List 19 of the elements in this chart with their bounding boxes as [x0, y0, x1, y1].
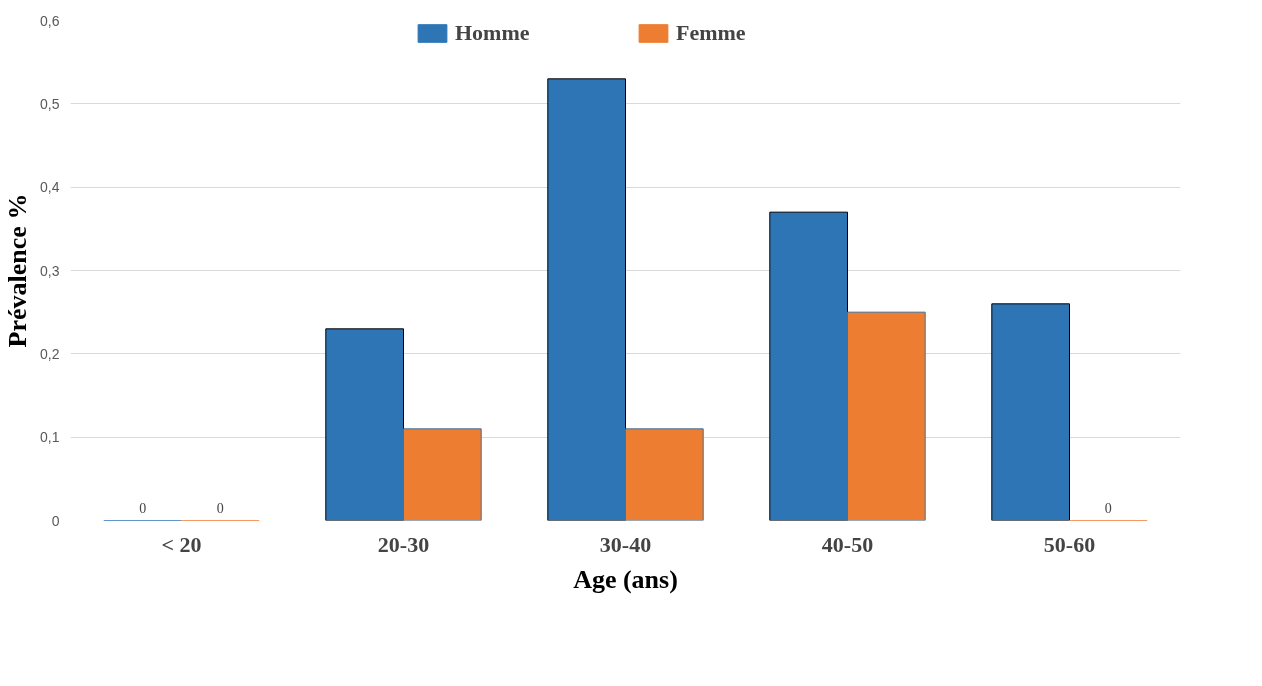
data-label: 0	[139, 500, 147, 516]
y-tick-label: 0,6	[40, 12, 60, 29]
data-label: 0	[216, 500, 224, 516]
legend-label: Femme	[676, 20, 747, 46]
x-tick-label: < 20	[161, 531, 202, 557]
y-tick-label: 0,3	[40, 262, 60, 279]
y-axis-title: Prévalence %	[3, 193, 33, 348]
y-tick-label: 0,2	[40, 345, 60, 362]
x-tick-label: 20-30	[377, 531, 430, 557]
y-tick-label: 0	[51, 512, 60, 529]
data-label: 0	[1104, 500, 1112, 516]
legend-label: Homme	[455, 20, 531, 46]
y-tick-label: 0,1	[40, 429, 60, 446]
x-tick-label: 50-60	[1043, 531, 1096, 557]
y-tick-label: 0,4	[40, 179, 60, 196]
x-tick-label: 30-40	[599, 531, 652, 557]
x-tick-label: 40-50	[821, 531, 874, 557]
y-tick-label: 0,5	[40, 95, 60, 112]
x-axis-title: Age (ans)	[573, 564, 678, 594]
